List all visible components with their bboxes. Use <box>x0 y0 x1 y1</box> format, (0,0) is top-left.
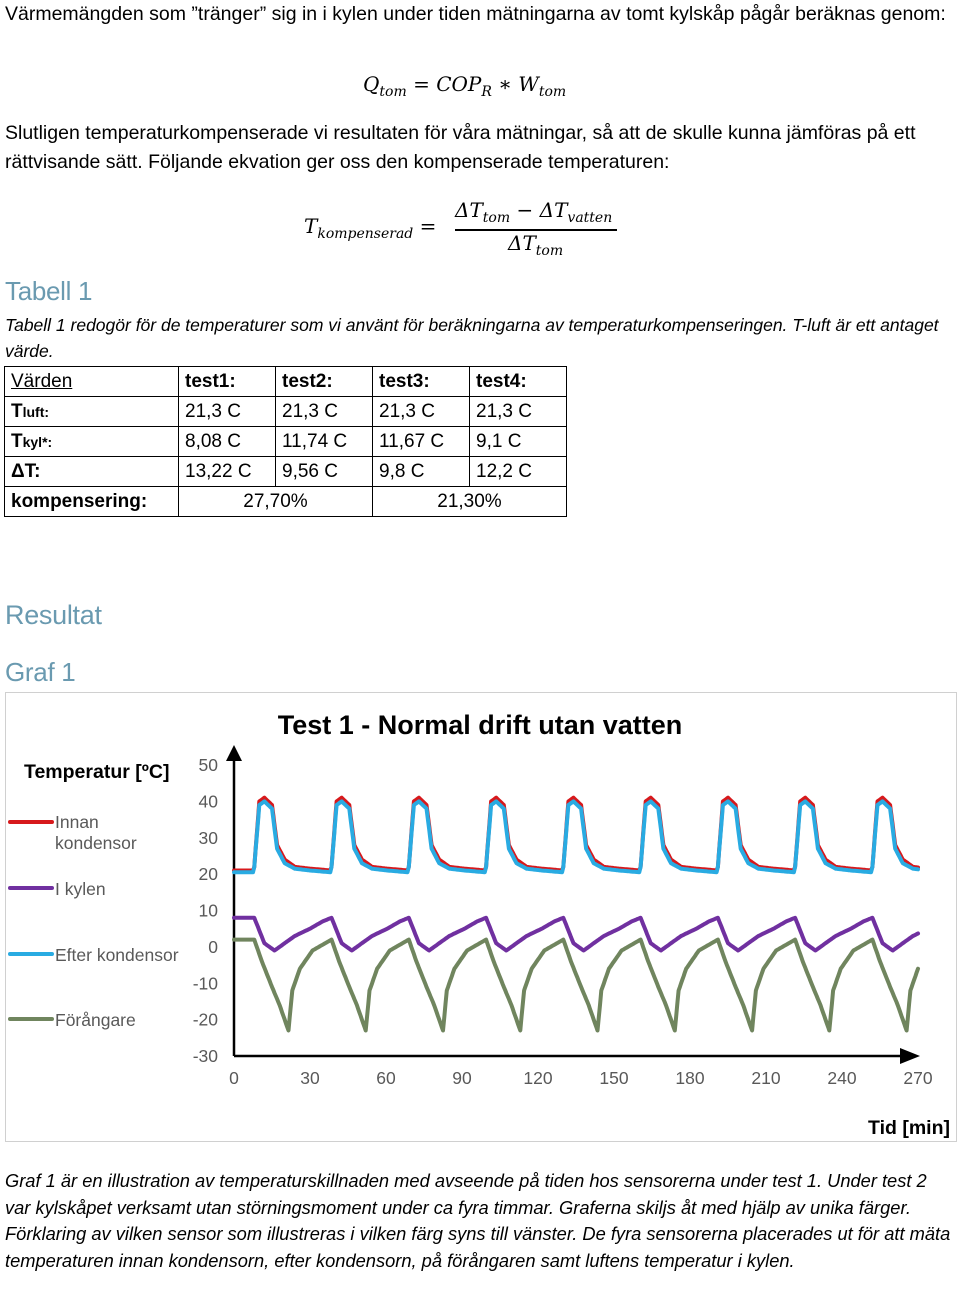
formula-numerator: ΔTtom − ΔTvatten <box>455 198 613 226</box>
table-header-cell: test2: <box>275 366 373 397</box>
formula-q-tom: Qtom = COPR ∗ Wtom <box>363 72 567 100</box>
tabell-heading: Tabell 1 <box>5 276 93 306</box>
intro-paragraph-1: Värmemängden som ”tränger” sig in i kyle… <box>5 3 946 25</box>
table-cell: 21,30% <box>372 486 567 517</box>
table-row-label: Tkyl*: <box>4 426 179 457</box>
intro-paragraph-2: Slutligen temperaturkompenserade vi resu… <box>5 122 916 173</box>
table-cell: 11,74 C <box>275 426 373 457</box>
table-header-cell: Värden <box>4 366 179 397</box>
table-cell: 11,67 C <box>372 426 470 457</box>
table-cell: 21,3 C <box>178 396 276 427</box>
table-header-row: Värden test1: test2: test3: test4: <box>4 366 567 397</box>
table-cell: 9,1 C <box>469 426 567 457</box>
table-row-label: ΔT: <box>4 456 179 487</box>
fraction-bar <box>455 229 617 231</box>
table-cell: 21,3 C <box>275 396 373 427</box>
table-row-label: Tluft: <box>4 396 179 427</box>
table-cell: 9,8 C <box>372 456 470 487</box>
table-row: Tluft: 21,3 C 21,3 C 21,3 C 21,3 C <box>4 396 567 427</box>
table-cell: 13,22 C <box>178 456 276 487</box>
table-row: ΔT: 13,22 C 9,56 C 9,8 C 12,2 C <box>4 456 567 487</box>
table-row: Tkyl*: 8,08 C 11,74 C 11,67 C 9,1 C <box>4 426 567 457</box>
graf-heading: Graf 1 <box>5 657 76 687</box>
table-cell: 21,3 C <box>372 396 470 427</box>
tabell-caption: Tabell 1 redogör för de temperaturer som… <box>5 315 939 361</box>
graf-caption: Graf 1 är en illustration av temperaturs… <box>5 1170 951 1271</box>
table-cell: 8,08 C <box>178 426 276 457</box>
table-header-cell: test3: <box>372 366 470 397</box>
table-header-cell: test4: <box>469 366 567 397</box>
chart-frame <box>5 692 957 1142</box>
table-cell: 12,2 C <box>469 456 567 487</box>
table-cell: 27,70% <box>178 486 373 517</box>
table-header-cell: test1: <box>178 366 276 397</box>
formula-t-kompenserad-lhs: Tkompenserad = <box>304 214 437 242</box>
table-cell: 9,56 C <box>275 456 373 487</box>
resultat-heading: Resultat <box>5 600 102 630</box>
table-cell: 21,3 C <box>469 396 567 427</box>
table-row-label: kompensering: <box>4 486 179 517</box>
formula-denominator: ΔTtom <box>508 231 564 259</box>
table-row: kompensering: 27,70% 21,30% <box>4 486 567 517</box>
temperature-table: Värden test1: test2: test3: test4: Tluft… <box>4 366 567 517</box>
